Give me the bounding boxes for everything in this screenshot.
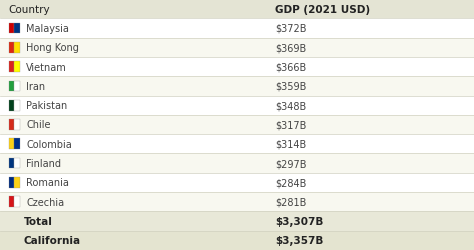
Bar xyxy=(9,100,14,111)
Bar xyxy=(9,24,14,34)
Text: $284B: $284B xyxy=(275,178,306,188)
Bar xyxy=(0,134,474,154)
Bar xyxy=(14,197,20,207)
Bar xyxy=(0,212,474,231)
Text: $369B: $369B xyxy=(275,43,306,53)
Text: $297B: $297B xyxy=(275,158,306,168)
Bar xyxy=(14,139,20,149)
Text: Finland: Finland xyxy=(26,158,61,168)
Text: $3,307B: $3,307B xyxy=(275,216,323,226)
Bar xyxy=(14,158,20,169)
Bar xyxy=(9,158,14,169)
Bar xyxy=(0,231,474,250)
Text: Colombia: Colombia xyxy=(26,139,72,149)
Text: Chile: Chile xyxy=(26,120,51,130)
Text: Vietnam: Vietnam xyxy=(26,62,67,72)
Text: $366B: $366B xyxy=(275,62,306,72)
Text: Total: Total xyxy=(24,216,53,226)
Bar xyxy=(9,43,14,53)
Bar xyxy=(0,19,474,38)
Text: Iran: Iran xyxy=(26,82,45,92)
Text: $3,357B: $3,357B xyxy=(275,236,323,245)
Bar xyxy=(0,192,474,212)
Bar xyxy=(9,197,14,207)
Bar xyxy=(14,178,20,188)
Bar xyxy=(14,62,20,72)
Bar xyxy=(9,120,14,130)
Bar xyxy=(0,116,474,134)
Text: $314B: $314B xyxy=(275,139,306,149)
Text: Hong Kong: Hong Kong xyxy=(26,43,79,53)
Bar xyxy=(0,173,474,192)
Text: Malaysia: Malaysia xyxy=(26,24,69,34)
Bar xyxy=(14,43,20,53)
Bar xyxy=(0,96,474,116)
Bar xyxy=(14,24,20,34)
Bar xyxy=(9,81,14,92)
Bar xyxy=(14,120,20,130)
Text: Pakistan: Pakistan xyxy=(26,101,67,111)
Bar xyxy=(0,38,474,58)
Text: $281B: $281B xyxy=(275,197,306,207)
Bar xyxy=(0,58,474,77)
Bar xyxy=(14,81,20,92)
Text: $372B: $372B xyxy=(275,24,306,34)
Bar xyxy=(9,139,14,149)
Bar xyxy=(0,77,474,96)
Text: Country: Country xyxy=(9,5,50,15)
Bar xyxy=(14,100,20,111)
Text: California: California xyxy=(24,236,81,245)
Text: Czechia: Czechia xyxy=(26,197,64,207)
Text: $359B: $359B xyxy=(275,82,306,92)
Bar xyxy=(9,178,14,188)
Bar xyxy=(0,154,474,173)
Bar xyxy=(9,62,14,72)
Text: GDP (2021 USD): GDP (2021 USD) xyxy=(275,5,370,15)
Bar xyxy=(0,0,474,19)
Text: $317B: $317B xyxy=(275,120,306,130)
Text: $348B: $348B xyxy=(275,101,306,111)
Text: Romania: Romania xyxy=(26,178,69,188)
